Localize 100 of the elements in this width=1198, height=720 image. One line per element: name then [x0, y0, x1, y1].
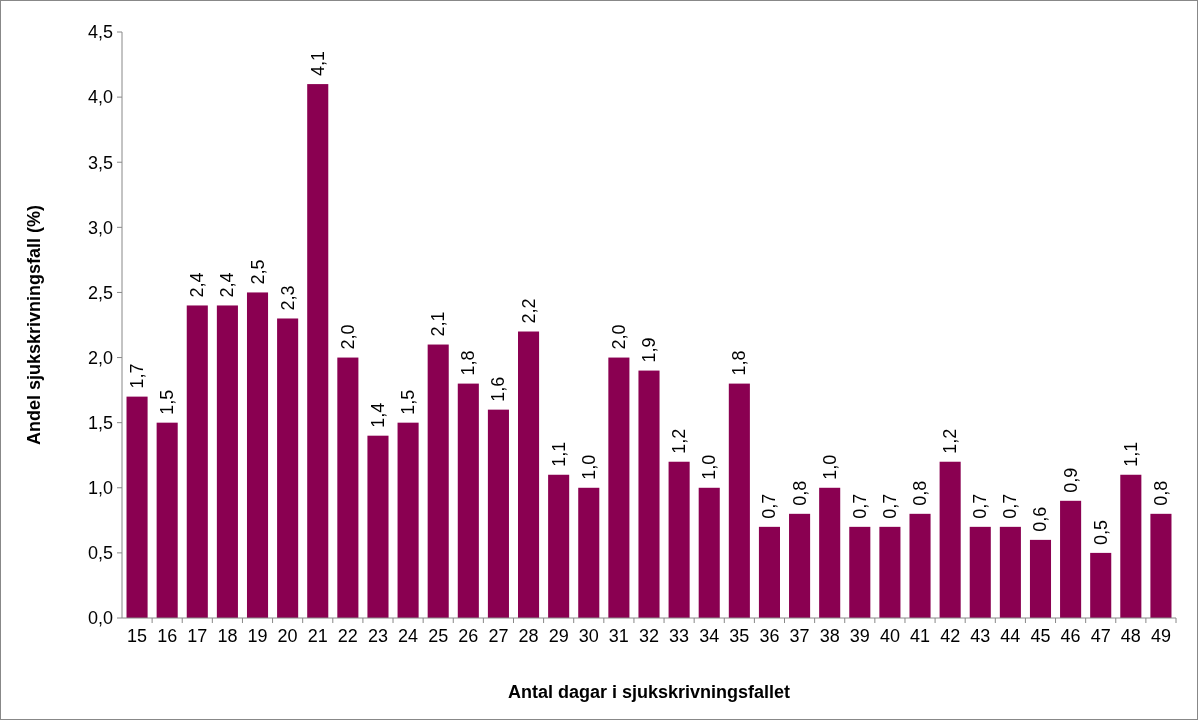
y-tick-label: 3,0	[87, 217, 113, 238]
bar	[909, 513, 931, 618]
bar	[638, 370, 660, 618]
x-tick-label: 16	[157, 626, 178, 646]
data-label: 0,7	[1000, 493, 1021, 519]
bar	[939, 461, 961, 618]
bar	[879, 526, 901, 618]
y-tick-label: 3,5	[87, 152, 113, 173]
data-label: 1,7	[127, 363, 148, 389]
x-tick-label: 44	[1000, 626, 1021, 646]
data-label: 0,5	[1090, 519, 1111, 545]
bar	[578, 487, 600, 618]
x-tick-label: 20	[277, 626, 298, 646]
data-label: 0,8	[910, 480, 931, 506]
bar	[277, 318, 299, 618]
x-tick-label: 17	[187, 626, 208, 646]
data-label: 2,0	[608, 324, 629, 350]
y-tick-label: 1,5	[87, 412, 113, 433]
data-label: 1,0	[578, 454, 599, 480]
bar	[1029, 539, 1052, 618]
bar	[1150, 513, 1172, 618]
x-tick-label: 40	[879, 626, 900, 646]
data-label: 0,6	[1030, 506, 1051, 532]
data-label: 2,5	[247, 259, 268, 285]
data-label: 2,4	[217, 272, 238, 298]
bar	[457, 383, 479, 618]
bar	[1120, 474, 1142, 618]
y-tick-label: 0,0	[87, 608, 113, 629]
data-label: 2,0	[337, 324, 358, 350]
x-tick-label: 27	[488, 626, 509, 646]
bar	[728, 383, 750, 618]
x-tick-label: 30	[578, 626, 599, 646]
data-label: 1,8	[729, 350, 750, 376]
data-label: 0,7	[879, 493, 900, 519]
x-tick-label: 28	[518, 626, 539, 646]
data-label: 1,5	[398, 389, 419, 415]
x-tick-label: 24	[398, 626, 419, 646]
x-tick-label: 46	[1060, 626, 1081, 646]
data-label: 1,4	[367, 402, 388, 428]
data-label: 1,5	[157, 389, 178, 415]
x-tick-label: 49	[1150, 626, 1171, 646]
bar	[186, 305, 208, 618]
x-tick-label: 42	[940, 626, 961, 646]
bar	[518, 331, 540, 618]
x-tick-label: 15	[127, 626, 148, 646]
bar	[337, 357, 359, 618]
data-label: 4,1	[307, 51, 328, 77]
bar	[1090, 552, 1112, 618]
y-tick-label: 0,5	[87, 543, 113, 564]
bar	[758, 526, 780, 618]
x-tick-label: 39	[849, 626, 870, 646]
x-tick-label: 37	[789, 626, 810, 646]
x-tick-label: 34	[699, 626, 720, 646]
x-tick-label: 25	[428, 626, 449, 646]
x-tick-label: 43	[970, 626, 991, 646]
x-tick-label: 19	[247, 626, 268, 646]
bar	[397, 422, 419, 618]
y-tick-label: 2,5	[87, 282, 113, 303]
x-tick-label: 41	[910, 626, 931, 646]
data-label: 2,4	[187, 272, 208, 298]
data-label: 0,7	[849, 493, 870, 519]
bar	[427, 344, 449, 618]
y-tick-label: 2,0	[87, 347, 113, 368]
x-tick-label: 32	[638, 626, 660, 646]
bar	[548, 474, 570, 618]
x-tick-label: 31	[608, 626, 629, 646]
x-tick-label: 18	[217, 626, 238, 646]
bar	[819, 487, 841, 618]
x-tick-label: 22	[337, 626, 358, 646]
x-tick-label: 36	[759, 626, 780, 646]
x-tick-label: 38	[819, 626, 840, 646]
bar	[668, 461, 690, 618]
x-tick-label: 47	[1090, 626, 1111, 646]
bar	[1060, 500, 1082, 618]
x-tick-label: 45	[1030, 626, 1051, 646]
data-label: 0,7	[759, 493, 780, 519]
bar	[156, 422, 178, 618]
y-axis-title: Andel sjukskrivningsfall (%)	[24, 204, 44, 446]
data-label: 1,0	[699, 454, 720, 480]
data-label: 1,1	[1120, 441, 1141, 467]
bar	[698, 487, 720, 618]
bar	[608, 357, 630, 618]
bar	[216, 305, 238, 618]
bar	[487, 409, 509, 618]
x-tick-label: 35	[729, 626, 750, 646]
bar	[246, 292, 269, 618]
x-tick-label: 26	[458, 626, 479, 646]
data-label: 0,9	[1060, 467, 1081, 493]
data-label: 0,8	[1150, 480, 1171, 506]
x-axis-title: Antal dagar i sjukskrivningsfallet	[507, 682, 791, 702]
data-label: 2,1	[428, 311, 449, 337]
y-tick-label: 4,5	[87, 22, 113, 43]
data-label: 1,6	[488, 376, 509, 402]
data-label: 2,2	[518, 298, 539, 324]
bar	[367, 435, 389, 618]
data-label: 1,2	[940, 428, 961, 454]
data-label: 1,1	[548, 441, 569, 467]
data-label: 1,2	[669, 428, 690, 454]
y-tick-label: 1,0	[87, 478, 113, 499]
y-tick-label: 4,0	[87, 87, 113, 108]
